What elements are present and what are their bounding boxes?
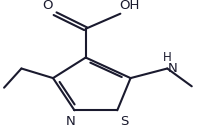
Text: S: S — [120, 115, 128, 128]
Text: H: H — [163, 51, 172, 64]
Text: N: N — [65, 115, 75, 128]
Text: N: N — [167, 62, 177, 75]
Text: OH: OH — [119, 0, 140, 12]
Text: O: O — [42, 0, 53, 12]
